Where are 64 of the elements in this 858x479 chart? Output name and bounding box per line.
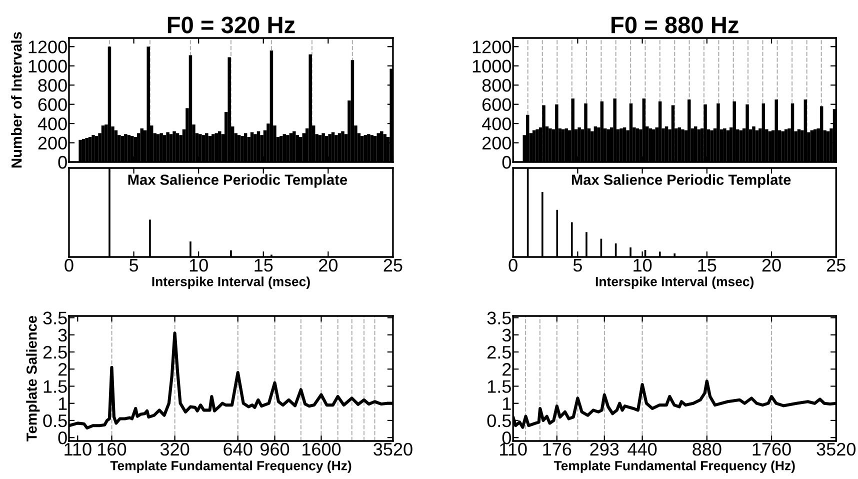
x-tick-label: 110 (500, 442, 527, 456)
y-tick-label: 1200 (472, 40, 511, 54)
x-tick-label: 110 (64, 442, 92, 456)
y-axis-title: Number of Intervals (11, 32, 22, 168)
y-tick-label: 2.5 (43, 346, 67, 359)
y-tick-label: 2 (58, 363, 67, 376)
x-axis-title: Interspike Interval (msec) (152, 276, 310, 289)
x-tick-label: 293 (590, 442, 619, 456)
x-tick-label: 3520 (816, 442, 856, 456)
y-tick-label: 400 (38, 117, 67, 130)
chart-title: F0 = 880 Hz (612, 16, 738, 34)
y-tick-label: 800 (38, 79, 67, 92)
x-tick-label: 5 (129, 259, 138, 272)
annotation: Max Salience Periodic Template (572, 174, 791, 188)
y-tick-label: 800 (482, 79, 511, 92)
y-tick-label: 0 (58, 432, 67, 444)
x-tick-label: 15 (254, 259, 273, 272)
y-tick-label: 400 (482, 117, 511, 130)
y-tick-label: 1000 (472, 60, 511, 73)
x-tick-label: 960 (260, 442, 290, 456)
y-tick-label: 1 (503, 397, 511, 410)
x-tick-label: 20 (762, 258, 781, 272)
y-tick-label: 0.5 (487, 414, 511, 428)
y-tick-label: 1 (58, 397, 67, 410)
y-tick-label: 1.5 (488, 380, 511, 393)
y-tick-label: 0.5 (43, 414, 67, 428)
y-tick-label: 1200 (28, 40, 67, 54)
x-axis-title: Template Fundamental Frequency (Hz) (554, 460, 795, 473)
x-tick-label: 160 (98, 442, 126, 456)
x-tick-label: 3520 (374, 442, 412, 456)
y-tick-label: 3.5 (43, 312, 67, 324)
y-tick-label: 0 (58, 156, 67, 169)
y-tick-label: 200 (38, 136, 67, 150)
x-tick-label: 20 (319, 258, 338, 272)
x-tick-label: 5 (573, 259, 582, 272)
y-tick-label: 0 (502, 432, 511, 444)
y-tick-label: 0 (502, 156, 511, 169)
x-axis-title: Template Fundamental Frequency (Hz) (110, 460, 352, 473)
x-tick-label: 1600 (302, 442, 341, 456)
x-tick-label: 880 (692, 442, 722, 456)
y-tick-label: 600 (38, 98, 67, 112)
x-tick-label: 10 (190, 258, 208, 272)
annotation: Max Salience Periodic Template (128, 174, 348, 188)
x-axis-title: Interspike Interval (msec) (596, 276, 754, 289)
y-tick-label: 2.5 (488, 346, 511, 359)
y-tick-label: 2 (502, 363, 511, 376)
y-tick-label: 3 (58, 328, 67, 342)
x-tick-label: 15 (698, 259, 716, 272)
y-tick-label: 3.5 (487, 312, 511, 324)
x-tick-label: 640 (224, 442, 252, 456)
x-tick-label: 320 (160, 442, 190, 456)
y-tick-label: 200 (482, 136, 511, 150)
chart-title: F0 = 320 Hz (168, 16, 295, 34)
x-tick-label: 25 (384, 258, 402, 272)
y-tick-label: 1.5 (44, 380, 67, 393)
y-tick-label: 3 (502, 328, 511, 342)
x-tick-label: 25 (826, 258, 846, 272)
y-tick-label: 600 (482, 98, 511, 112)
x-tick-label: 1760 (752, 442, 791, 456)
y-tick-label: 1000 (28, 60, 67, 73)
x-tick-label: 440 (628, 442, 657, 456)
y-axis-title: Template Salience (26, 316, 40, 442)
x-tick-label: 10 (634, 258, 652, 272)
x-tick-label: 176 (543, 442, 572, 456)
